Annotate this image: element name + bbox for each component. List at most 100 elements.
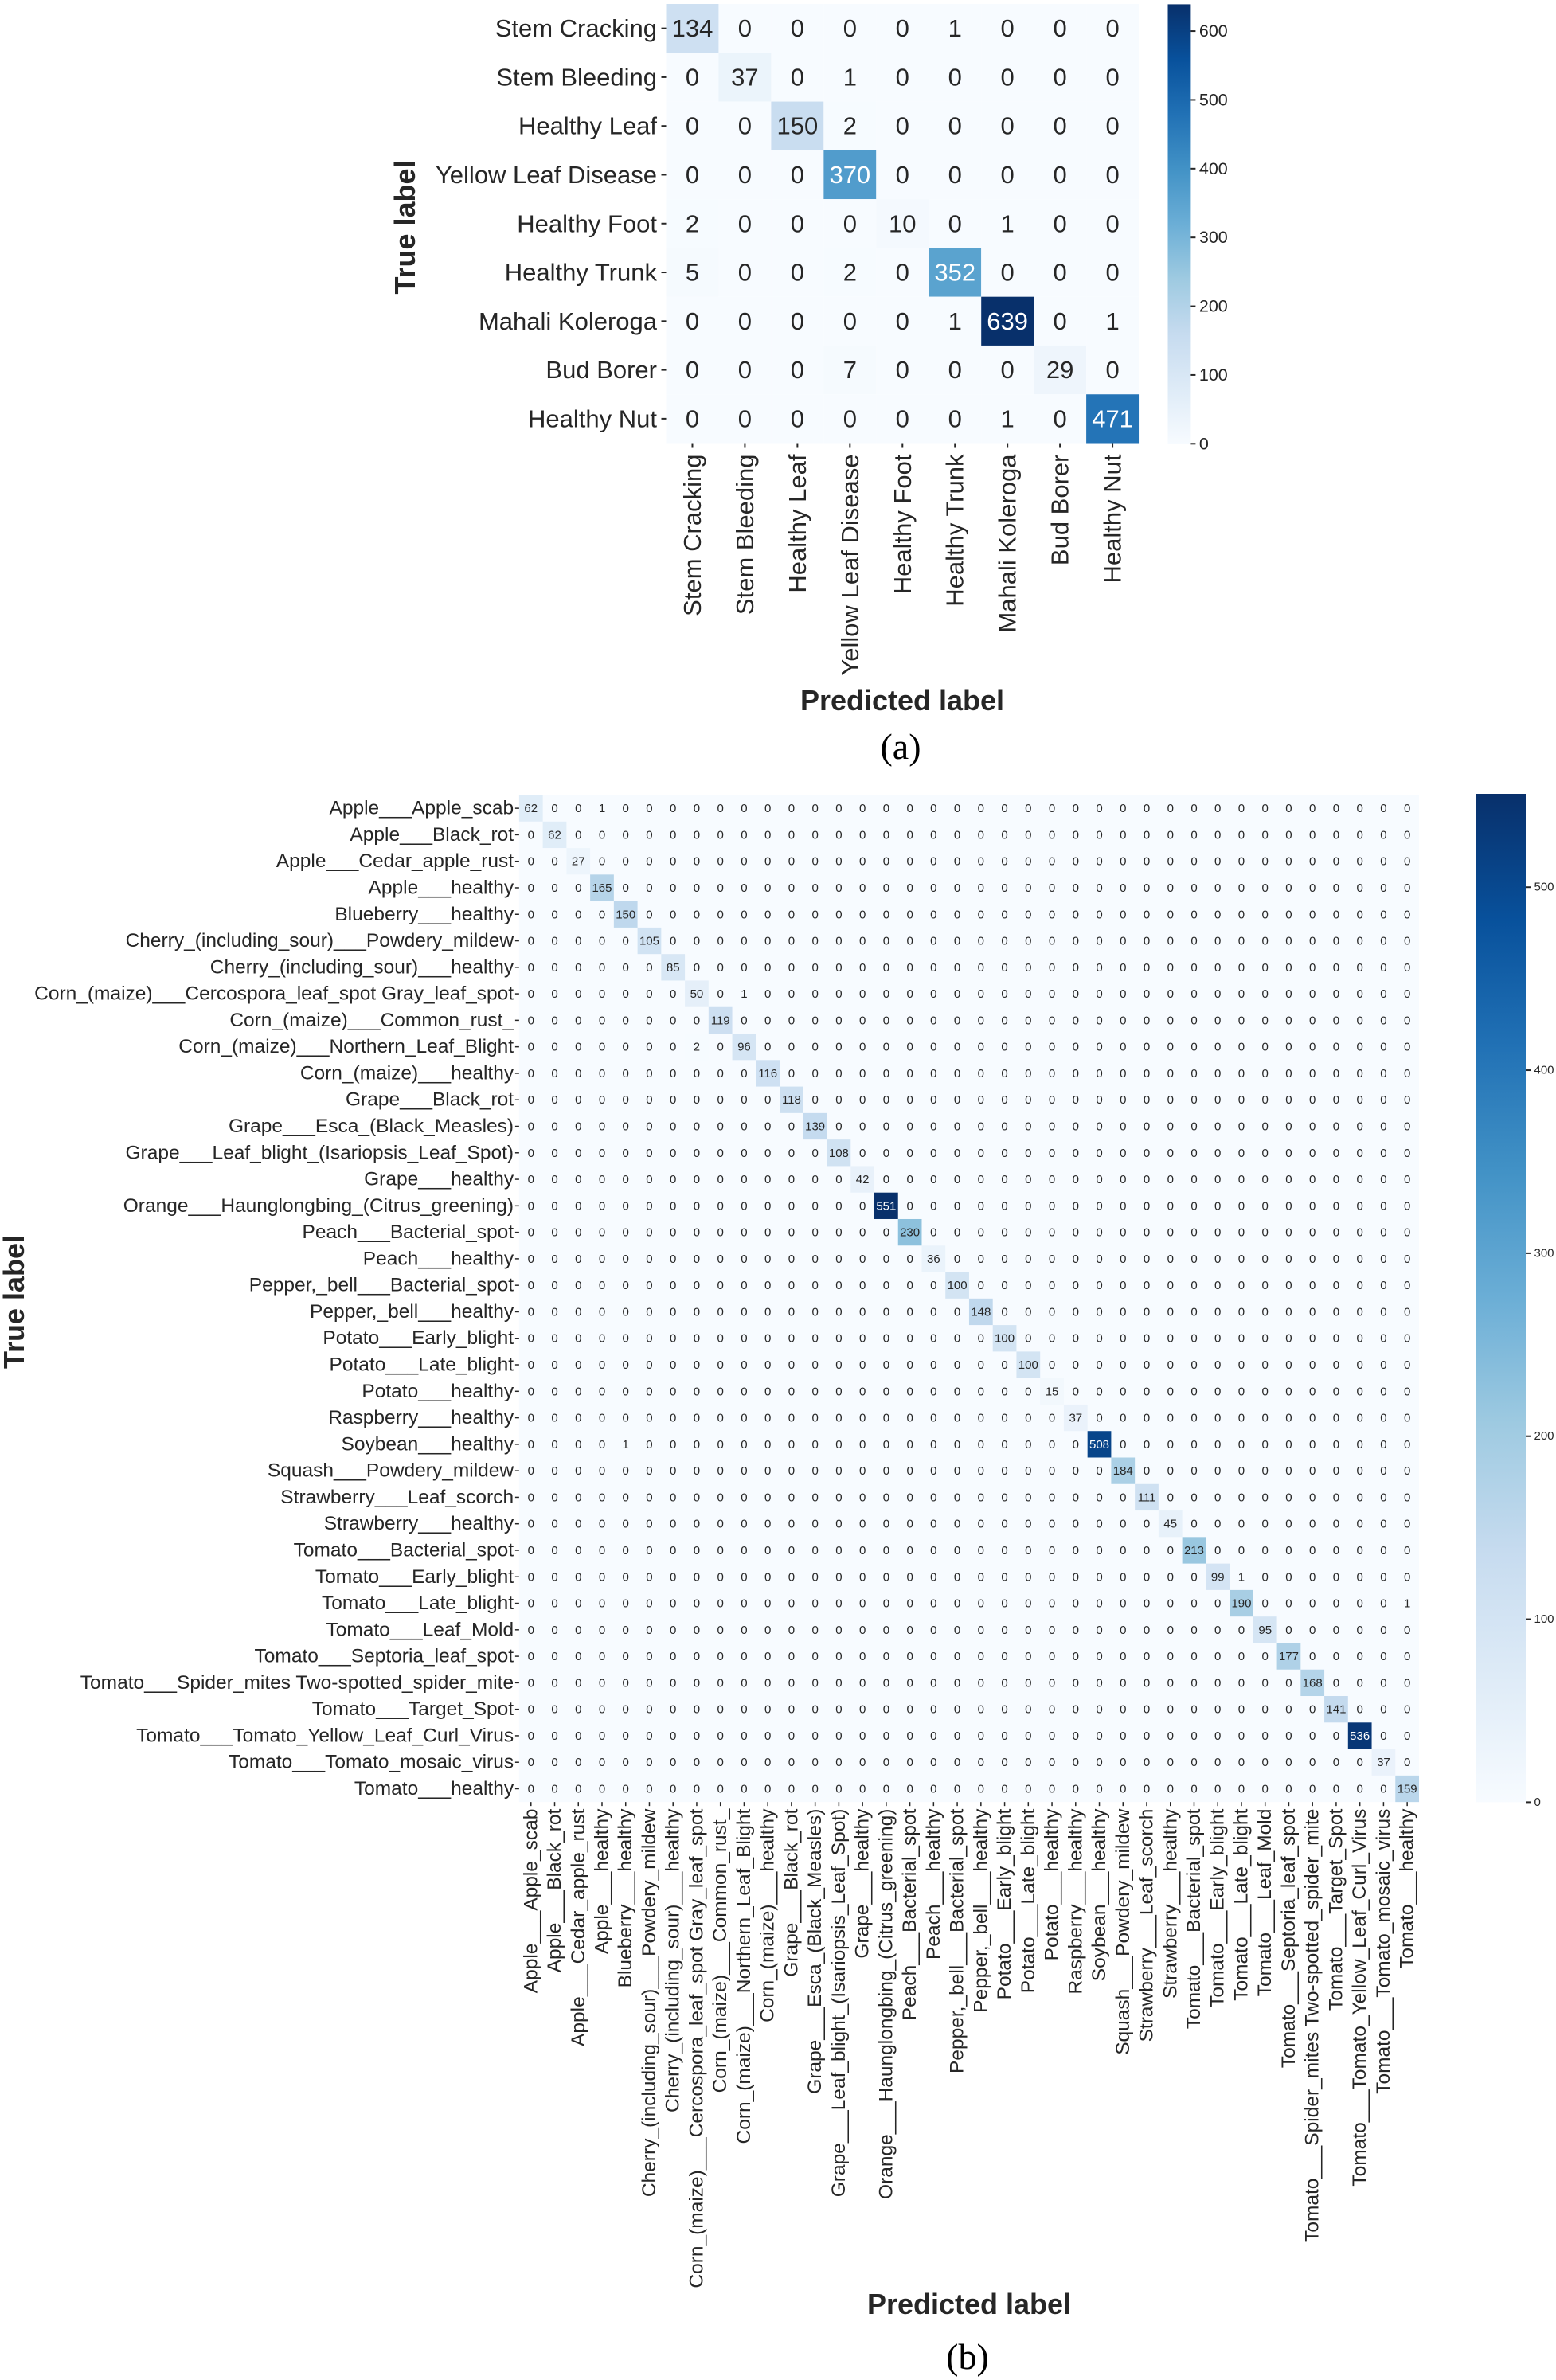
svg-text:0: 0 bbox=[738, 307, 752, 335]
svg-text:1: 1 bbox=[843, 63, 857, 91]
svg-text:0: 0 bbox=[1534, 1796, 1541, 1809]
svg-text:Strawberry___healthy: Strawberry___healthy bbox=[324, 1513, 514, 1534]
svg-text:Tomato___Septoria_leaf_spot: Tomato___Septoria_leaf_spot bbox=[255, 1646, 514, 1667]
svg-text:Soybean___healthy: Soybean___healthy bbox=[341, 1433, 514, 1455]
svg-text:Corn_(maize)___Cercospora_leaf: Corn_(maize)___Cercospora_leaf_spot Gray… bbox=[34, 983, 514, 1005]
svg-text:0: 0 bbox=[1053, 112, 1066, 140]
svg-text:Stem Cracking: Stem Cracking bbox=[678, 455, 706, 616]
svg-text:100: 100 bbox=[1534, 1612, 1554, 1626]
svg-text:5: 5 bbox=[686, 259, 699, 287]
svg-text:0: 0 bbox=[1001, 63, 1015, 91]
svg-text:2: 2 bbox=[686, 209, 699, 237]
svg-text:Potato___healthy: Potato___healthy bbox=[362, 1381, 514, 1402]
svg-text:Tomato___Tomato_Yellow_Leaf_Cu: Tomato___Tomato_Yellow_Leaf_Curl_Virus bbox=[1349, 1809, 1370, 2187]
svg-text:2: 2 bbox=[843, 112, 857, 140]
svg-text:0: 0 bbox=[686, 112, 699, 140]
svg-text:Tomato___Late_blight: Tomato___Late_blight bbox=[322, 1593, 514, 1614]
svg-text:Apple___Apple_scab: Apple___Apple_scab bbox=[330, 798, 514, 819]
svg-text:Stem Cracking: Stem Cracking bbox=[495, 14, 657, 42]
svg-text:0: 0 bbox=[1001, 259, 1015, 287]
svg-text:Corn_(maize)___healthy: Corn_(maize)___healthy bbox=[757, 1808, 779, 2022]
svg-text:0: 0 bbox=[738, 14, 752, 42]
svg-text:2: 2 bbox=[843, 259, 857, 287]
svg-text:Tomato___Tomato_mosaic_virus: Tomato___Tomato_mosaic_virus bbox=[229, 1752, 514, 1773]
svg-text:0: 0 bbox=[1053, 14, 1066, 42]
svg-text:Grape___Black_rot: Grape___Black_rot bbox=[780, 1808, 802, 1976]
svg-text:0: 0 bbox=[686, 161, 699, 189]
svg-text:Potato___Late_blight: Potato___Late_blight bbox=[330, 1354, 514, 1376]
svg-text:Tomato___Tomato_mosaic_virus: Tomato___Tomato_mosaic_virus bbox=[1373, 1809, 1394, 2094]
svg-text:Potato___Early_blight: Potato___Early_blight bbox=[994, 1808, 1015, 1999]
svg-text:0: 0 bbox=[1105, 259, 1119, 287]
svg-text:0: 0 bbox=[1053, 209, 1066, 237]
svg-text:Bud Borer: Bud Borer bbox=[1046, 455, 1074, 566]
svg-text:1: 1 bbox=[948, 307, 962, 335]
svg-text:471: 471 bbox=[1092, 404, 1133, 432]
svg-text:134: 134 bbox=[672, 14, 713, 42]
svg-text:Healthy Leaf: Healthy Leaf bbox=[518, 112, 657, 140]
svg-text:(b): (b) bbox=[946, 2336, 989, 2377]
svg-text:300: 300 bbox=[1199, 228, 1228, 247]
svg-text:Tomato___Leaf_Mold: Tomato___Leaf_Mold bbox=[1254, 1809, 1276, 1997]
svg-text:0: 0 bbox=[948, 404, 962, 432]
svg-text:29: 29 bbox=[1046, 356, 1073, 384]
svg-text:0: 0 bbox=[896, 307, 909, 335]
svg-text:0: 0 bbox=[1001, 112, 1015, 140]
svg-text:Pepper,_bell___Bacterial_spot: Pepper,_bell___Bacterial_spot bbox=[947, 1808, 968, 2073]
svg-text:0: 0 bbox=[1053, 259, 1066, 287]
svg-text:Pepper,_bell___Bacterial_spot: Pepper,_bell___Bacterial_spot bbox=[249, 1275, 514, 1296]
svg-text:Healthy Nut: Healthy Nut bbox=[1099, 454, 1127, 583]
svg-text:0: 0 bbox=[948, 356, 962, 384]
svg-text:0: 0 bbox=[791, 209, 804, 237]
svg-text:Blueberry___healthy: Blueberry___healthy bbox=[615, 1808, 636, 1987]
svg-text:Healthy Trunk: Healthy Trunk bbox=[941, 454, 969, 607]
svg-text:0: 0 bbox=[1105, 209, 1119, 237]
svg-text:Corn_(maize)___healthy: Corn_(maize)___healthy bbox=[300, 1062, 514, 1084]
svg-text:1: 1 bbox=[1001, 209, 1015, 237]
svg-text:Cherry_(including_sour)___heal: Cherry_(including_sour)___healthy bbox=[210, 956, 514, 978]
svg-text:Corn_(maize)___Northern_Leaf_B: Corn_(maize)___Northern_Leaf_Blight bbox=[178, 1036, 514, 1057]
svg-text:0: 0 bbox=[791, 356, 804, 384]
svg-text:Grape___Leaf_blight_(Isariopsi: Grape___Leaf_blight_(Isariopsis_Leaf_Spo… bbox=[125, 1142, 514, 1163]
svg-text:100: 100 bbox=[1199, 365, 1228, 385]
svg-text:Tomato___Leaf_Mold: Tomato___Leaf_Mold bbox=[326, 1619, 514, 1640]
svg-text:0: 0 bbox=[843, 307, 857, 335]
svg-text:0: 0 bbox=[948, 63, 962, 91]
svg-text:370: 370 bbox=[829, 161, 870, 189]
svg-text:(a): (a) bbox=[880, 726, 921, 767]
svg-text:0: 0 bbox=[1053, 161, 1066, 189]
svg-text:True label: True label bbox=[0, 1235, 30, 1369]
svg-text:200: 200 bbox=[1534, 1429, 1554, 1443]
svg-text:Strawberry___healthy: Strawberry___healthy bbox=[1159, 1808, 1181, 1999]
svg-text:500: 500 bbox=[1534, 881, 1554, 894]
svg-text:Strawberry___Leaf_scorch: Strawberry___Leaf_scorch bbox=[1136, 1809, 1158, 2042]
svg-text:639: 639 bbox=[987, 307, 1028, 335]
svg-text:Healthy Foot: Healthy Foot bbox=[889, 454, 917, 594]
svg-text:Tomato___Target_Spot: Tomato___Target_Spot bbox=[1325, 1808, 1347, 2011]
svg-text:Grape___healthy: Grape___healthy bbox=[364, 1169, 514, 1190]
svg-text:Cherry_(including_sour)___heal: Cherry_(including_sour)___healthy bbox=[663, 1808, 684, 2112]
svg-text:600: 600 bbox=[1199, 21, 1228, 41]
svg-text:Yellow Leaf Disease: Yellow Leaf Disease bbox=[436, 161, 657, 189]
svg-text:Strawberry___Leaf_scorch: Strawberry___Leaf_scorch bbox=[280, 1487, 514, 1508]
svg-text:Predicted label: Predicted label bbox=[867, 2288, 1071, 2320]
svg-text:0: 0 bbox=[1199, 434, 1209, 453]
svg-text:Apple___Cedar_apple_rust: Apple___Cedar_apple_rust bbox=[276, 850, 514, 872]
